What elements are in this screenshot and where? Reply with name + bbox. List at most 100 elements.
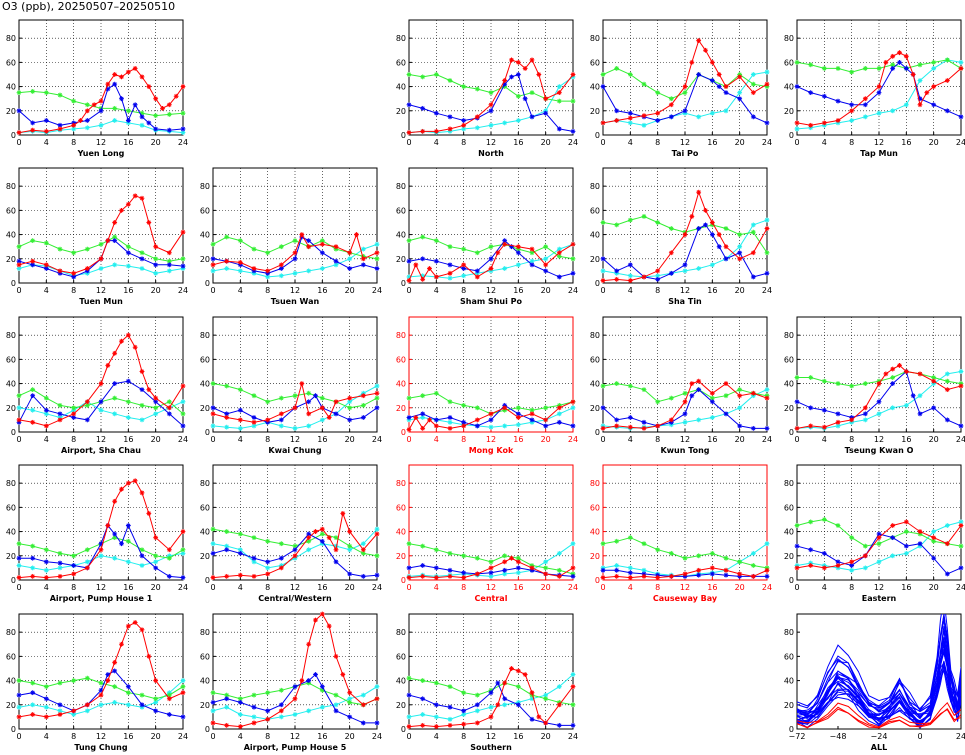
panel-tai-po: 0 4 8 12 16 20 24 0 20 40 60 80 Tai Po [590,19,772,158]
marker-blue [723,411,729,417]
marker-red [849,417,855,423]
marker-red [139,490,145,496]
marker-red [750,390,756,396]
station-line-red [797,701,961,728]
station-line-blue [797,668,961,724]
marker-red [849,108,855,114]
y-tick-label: 40 [396,528,406,537]
marker-green [406,395,412,401]
marker-cyan [543,559,549,565]
marker-green [682,555,688,561]
marker-green [71,678,77,683]
marker-red [883,371,889,377]
marker-red [360,393,366,399]
marker-cyan [556,84,562,89]
marker-green [319,531,325,537]
marker-green [265,250,271,256]
marker-cyan [737,244,743,250]
y-tick-label: 60 [6,652,16,661]
marker-cyan [333,702,339,708]
marker-green [433,390,439,396]
marker-red [278,411,284,417]
panel-title: Airport, Pump House 1 [50,594,153,603]
marker-red [306,244,312,250]
marker-green [543,696,549,702]
marker-red [910,72,916,77]
marker-green [43,395,49,401]
marker-blue [600,84,606,89]
marker-red [146,511,152,516]
marker-red [139,369,145,374]
x-tick-label: 20 [151,732,161,741]
marker-green [600,541,606,547]
marker-green [210,381,216,386]
marker-blue [125,378,131,384]
x-tick-label: 16 [513,435,523,444]
marker-red [278,708,284,714]
x-tick-label: 16 [123,732,133,741]
marker-red [897,363,902,368]
marker-blue [333,559,339,565]
marker-blue [794,543,800,549]
marker-red [689,59,695,65]
x-tick-label: 20 [929,583,939,592]
marker-green [958,543,964,549]
marker-green [125,399,131,405]
marker-cyan [30,407,36,413]
marker-red [173,93,179,99]
x-tick-label: 24 [178,435,188,444]
marker-red [808,423,814,429]
y-tick-label: 0 [595,576,600,585]
marker-blue [958,114,964,120]
marker-red [119,74,124,80]
marker-red [278,262,284,268]
marker-red [529,411,535,417]
marker-blue [43,696,49,702]
marker-green [251,692,257,698]
marker-red [406,724,412,729]
marker-red [488,266,494,271]
x-tick-label: 0 [210,583,215,592]
marker-green [347,699,353,705]
marker-green [237,531,243,537]
marker-red [903,369,909,374]
marker-green [139,250,145,256]
y-tick-label: 80 [590,479,600,488]
marker-red [237,260,243,265]
marker-red [488,714,494,720]
marker-green [16,244,22,250]
marker-blue [641,419,647,425]
marker-red [374,696,380,702]
marker-blue [347,571,353,577]
marker-green [278,244,284,250]
marker-red [125,623,131,629]
marker-blue [43,266,49,271]
x-tick-label: 8 [461,138,466,147]
marker-green [166,555,172,561]
station-line-blue [797,614,961,719]
marker-blue [750,425,756,431]
y-tick-label: 40 [200,231,210,240]
marker-blue [98,108,104,114]
y-tick-label: 0 [11,131,16,140]
y-tick-label: 40 [200,528,210,537]
marker-cyan [570,672,576,677]
marker-green [931,59,937,65]
marker-red [43,575,49,580]
page-title: O3 (ppb), 20250507–20250510 [2,0,176,13]
marker-red [292,405,298,411]
marker-blue [237,550,243,556]
y-tick-label: 40 [200,380,210,389]
panel-yuen-long: 0 4 8 12 16 20 24 0 20 40 60 80 Yuen Long [6,19,188,158]
x-tick-label: 0 [917,732,922,741]
marker-blue [30,120,36,126]
marker-red [461,122,467,128]
marker-red [57,573,63,579]
marker-blue [543,110,549,116]
marker-red [125,480,131,486]
marker-red [30,573,36,579]
marker-green [502,553,508,559]
y-tick-label: 80 [6,331,16,340]
marker-red [461,423,467,429]
x-tick-label: 24 [372,732,382,741]
